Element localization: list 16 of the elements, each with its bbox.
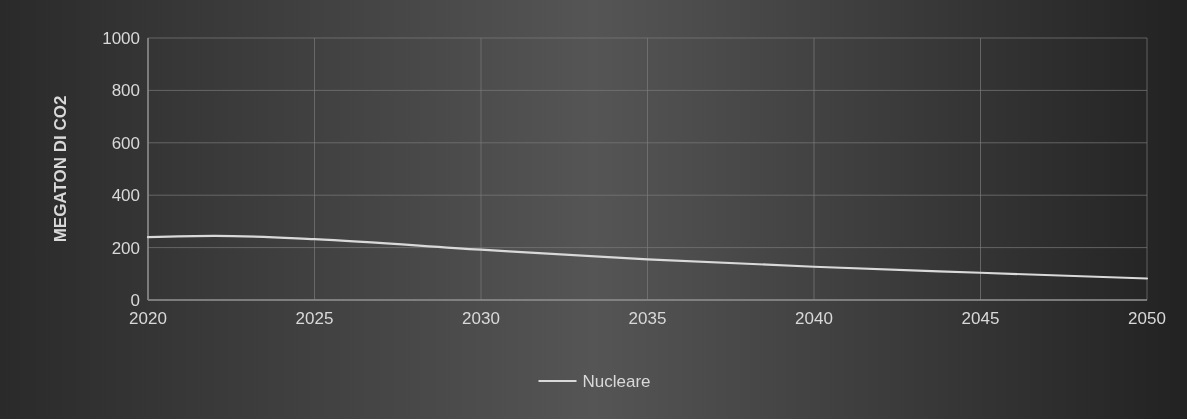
x-tick-label: 2045 xyxy=(961,309,1000,328)
x-tick-label: 2030 xyxy=(462,309,500,328)
y-tick-label: 1000 xyxy=(102,28,140,48)
x-tick-label: 2040 xyxy=(795,309,833,328)
y-axis-title: MEGATON DI CO2 xyxy=(51,95,70,243)
x-tick-label: 2020 xyxy=(129,309,167,328)
y-tick-label: 200 xyxy=(111,238,140,258)
y-tick-label: 400 xyxy=(111,186,140,206)
x-tick-label: 2050 xyxy=(1128,309,1166,328)
y-tick-label: 0 xyxy=(130,290,140,310)
x-tick-label: 2035 xyxy=(628,309,667,328)
line-series xyxy=(146,234,1149,280)
y-tick-label: 800 xyxy=(111,81,140,101)
legend-label: Nucleare xyxy=(582,371,651,391)
x-tick-label: 2025 xyxy=(295,309,334,328)
y-tick-label: 600 xyxy=(111,133,140,153)
